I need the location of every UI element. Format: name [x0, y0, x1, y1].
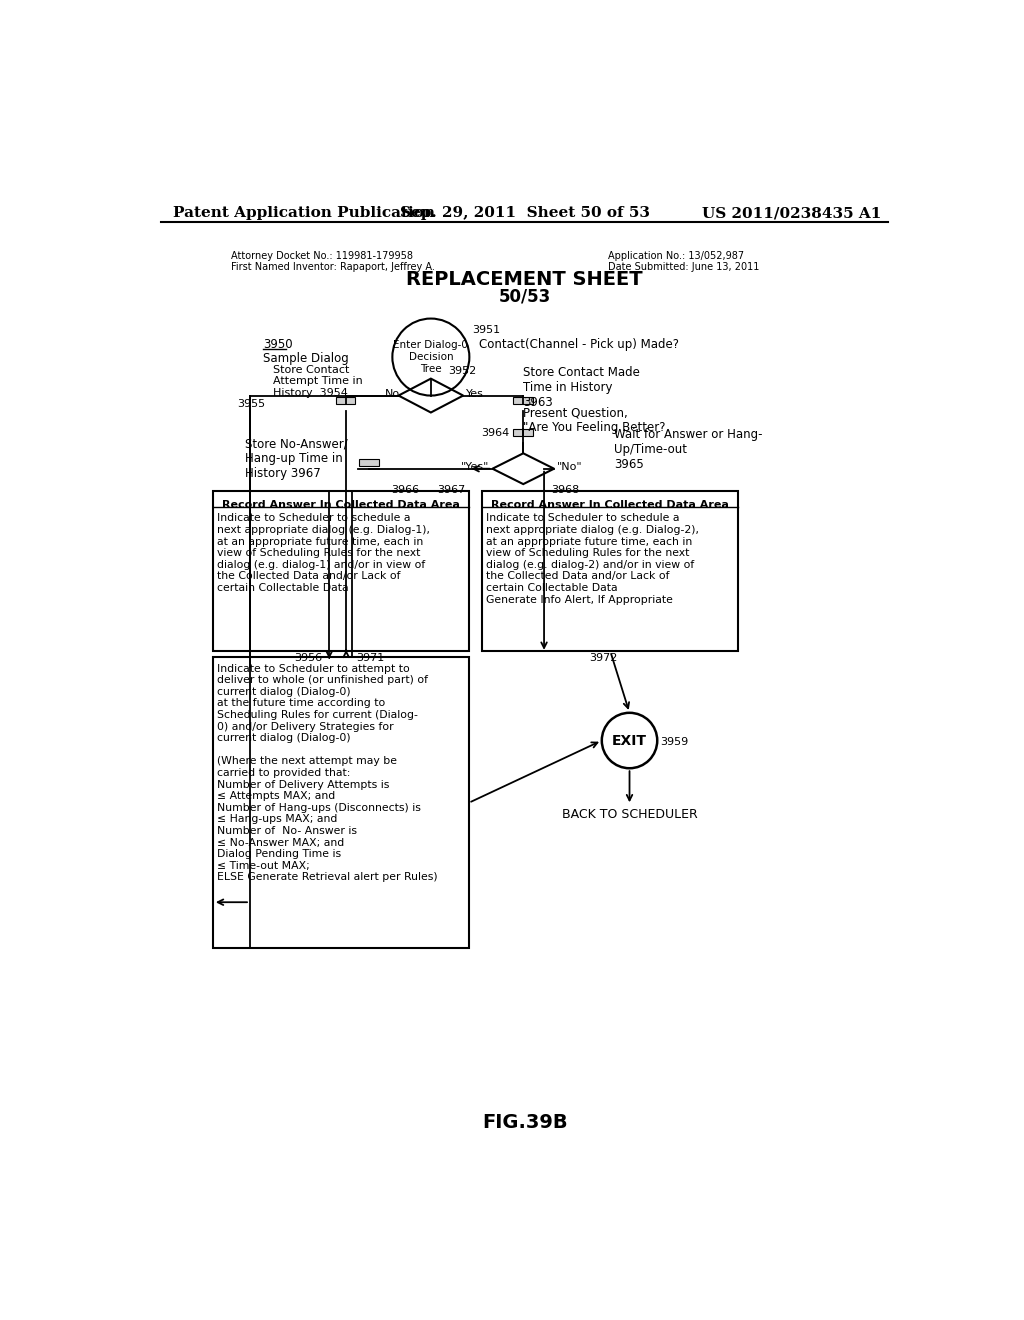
Text: Record Answer In Collected Data Area: Record Answer In Collected Data Area: [222, 499, 460, 510]
Text: 3955: 3955: [237, 400, 265, 409]
Text: Sample Dialog: Sample Dialog: [263, 351, 349, 364]
Text: Contact(Channel - Pick up) Made?: Contact(Channel - Pick up) Made?: [479, 338, 679, 351]
Text: Indicate to Scheduler to schedule a
next appropriate dialog (e.g. Dialog-2),
at : Indicate to Scheduler to schedule a next…: [486, 513, 699, 605]
Text: Store No-Answer/
Hang-up Time in
History 3967: Store No-Answer/ Hang-up Time in History…: [245, 437, 347, 480]
Text: 50/53: 50/53: [499, 288, 551, 306]
Text: Indicate to Scheduler to attempt to
deliver to whole (or unfinished part) of
cur: Indicate to Scheduler to attempt to deli…: [217, 664, 437, 882]
Text: First Named Inventor: Rapaport, Jeffrey A.: First Named Inventor: Rapaport, Jeffrey …: [230, 263, 434, 272]
Text: Store Contact Made
Time in History
3963: Store Contact Made Time in History 3963: [523, 367, 640, 409]
Text: Record Answer In Collected Data Area: Record Answer In Collected Data Area: [492, 499, 729, 510]
Text: 3959: 3959: [660, 738, 688, 747]
Text: 3966: 3966: [391, 484, 419, 495]
Text: 3952: 3952: [449, 367, 477, 376]
FancyBboxPatch shape: [513, 429, 532, 436]
Text: 3956: 3956: [295, 653, 323, 663]
Text: EXIT: EXIT: [612, 734, 647, 747]
Text: 3972: 3972: [590, 653, 617, 663]
Text: Patent Application Publication: Patent Application Publication: [173, 206, 435, 220]
Text: REPLACEMENT SHEET: REPLACEMENT SHEET: [407, 271, 643, 289]
Text: US 2011/0238435 A1: US 2011/0238435 A1: [701, 206, 882, 220]
Text: Sep. 29, 2011  Sheet 50 of 53: Sep. 29, 2011 Sheet 50 of 53: [399, 206, 650, 220]
Text: 3967: 3967: [437, 484, 465, 495]
Text: Indicate to Scheduler to schedule a
next appropriate dialog (e.g. Dialog-1),
at : Indicate to Scheduler to schedule a next…: [217, 513, 430, 593]
Text: 3971: 3971: [356, 653, 384, 663]
Text: BACK TO SCHEDULER: BACK TO SCHEDULER: [561, 808, 697, 821]
Text: Application No.: 13/052,987: Application No.: 13/052,987: [608, 251, 744, 261]
Text: FIG.39B: FIG.39B: [482, 1113, 567, 1133]
Text: No: No: [385, 389, 399, 399]
Text: "No": "No": [557, 462, 583, 473]
Text: Attorney Docket No.: 119981-179958: Attorney Docket No.: 119981-179958: [230, 251, 413, 261]
Text: 3968: 3968: [551, 484, 580, 495]
Text: "Yes": "Yes": [461, 462, 489, 473]
Text: 3951: 3951: [472, 325, 501, 335]
Text: 3964: 3964: [481, 428, 510, 438]
Text: Enter Dialog-0
Decision
Tree: Enter Dialog-0 Decision Tree: [393, 341, 468, 374]
Text: Present Question,
"Are You Feeling Better?: Present Question, "Are You Feeling Bette…: [523, 407, 666, 434]
Text: Store Contact
Attempt Time in
History  3954: Store Contact Attempt Time in History 39…: [273, 364, 362, 397]
Text: 3950: 3950: [263, 338, 293, 351]
Text: Wait for Answer or Hang-
Up/Time-out
3965: Wait for Answer or Hang- Up/Time-out 396…: [614, 428, 763, 471]
FancyBboxPatch shape: [336, 397, 355, 404]
Text: Date Submitted: June 13, 2011: Date Submitted: June 13, 2011: [608, 263, 760, 272]
Text: Yes: Yes: [466, 389, 484, 399]
FancyBboxPatch shape: [513, 397, 532, 404]
FancyBboxPatch shape: [359, 459, 379, 466]
